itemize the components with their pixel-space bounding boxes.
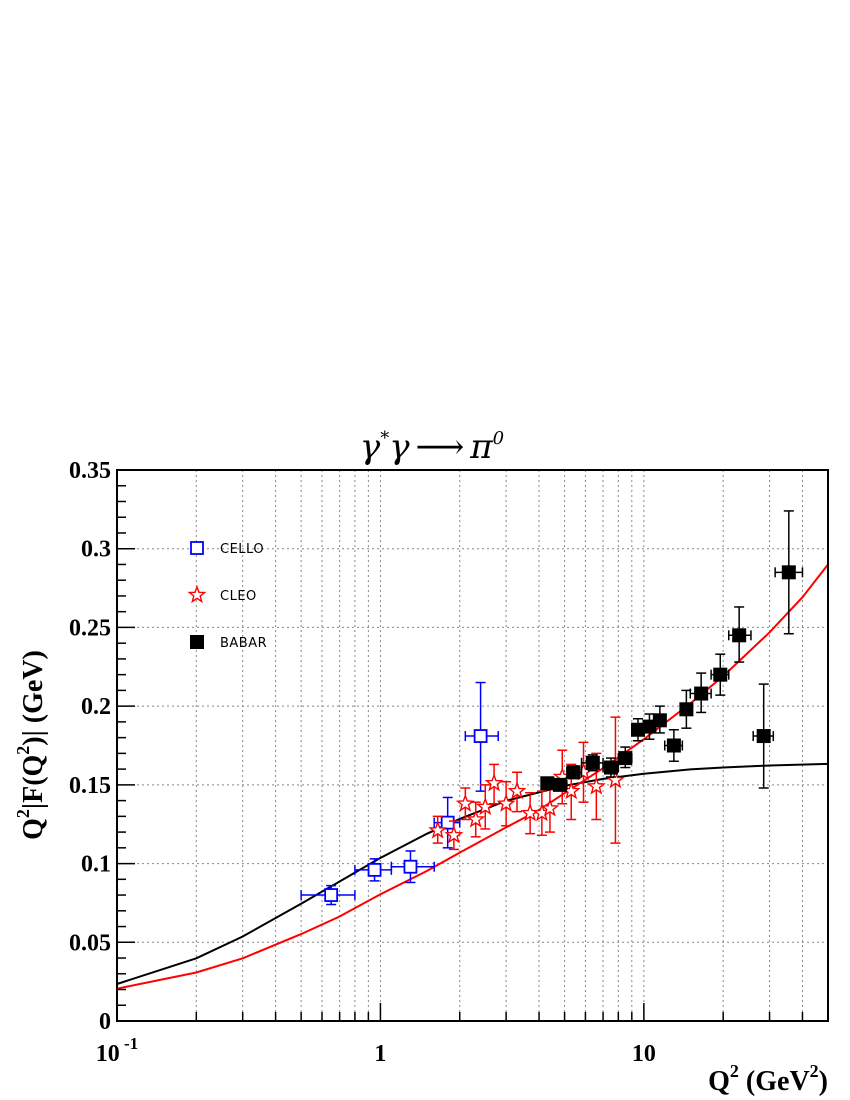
babar-point xyxy=(652,713,667,728)
y-tick-label: 0.25 xyxy=(69,615,111,641)
theory-curve-1 xyxy=(116,762,829,985)
cleo-point xyxy=(466,809,486,828)
y-tick-label: 0.15 xyxy=(69,773,111,799)
babar-point xyxy=(694,686,709,701)
y-axis-label: Q2|F(Q2)| (GeV) xyxy=(13,650,49,840)
x-tick-label: 1 xyxy=(374,1041,386,1067)
y-tick-label: 0.35 xyxy=(69,458,111,484)
y-tick-label: 0.2 xyxy=(81,694,111,720)
babar-point xyxy=(679,702,694,717)
chart-title: γ*γ ⟶ π0 xyxy=(360,427,504,467)
legend-label-cleo: CLEO xyxy=(220,589,257,604)
babar-point xyxy=(756,729,771,744)
cleo-point xyxy=(586,776,606,795)
curves xyxy=(116,563,829,990)
babar-point xyxy=(603,760,618,775)
legend-marker-babar xyxy=(190,635,204,649)
y-tick-label: 0.05 xyxy=(69,930,111,956)
x-tick-label: 10 -1 xyxy=(96,1034,138,1067)
babar-point xyxy=(585,755,600,770)
cleo-point xyxy=(444,825,464,844)
legend-marker-cello xyxy=(190,541,204,555)
x-tick-labels: 10 -1 1 10 xyxy=(96,1034,656,1067)
y-tick-label: 0 xyxy=(99,1009,111,1035)
babar-point xyxy=(732,628,747,643)
cleo-point xyxy=(428,820,448,839)
cello-point xyxy=(403,859,418,874)
x-tick-label: 10 xyxy=(632,1041,656,1067)
babar-point xyxy=(713,667,728,682)
babar-point xyxy=(618,751,633,766)
x-axis-label: Q2 (GeV2) xyxy=(708,1061,828,1097)
cleo-point xyxy=(455,793,475,812)
cello-point xyxy=(473,729,488,743)
babar-point xyxy=(666,738,681,753)
legend-marker-cleo xyxy=(187,585,207,604)
cello-point xyxy=(324,888,339,902)
ticks xyxy=(116,469,829,1022)
babar-point xyxy=(566,765,581,780)
y-tick-labels: 0 0.05 0.1 0.15 0.2 0.25 0.3 0.35 xyxy=(69,458,111,1035)
theory-curve-2 xyxy=(116,563,829,990)
cleo-point xyxy=(507,781,527,800)
cleo-point xyxy=(540,798,560,817)
grid xyxy=(116,470,829,1021)
y-tick-label: 0.3 xyxy=(81,537,111,563)
babar-point xyxy=(552,777,567,792)
markers xyxy=(300,510,804,906)
y-tick-label: 0.1 xyxy=(81,852,111,878)
plot-frame xyxy=(116,469,829,1022)
legend-label-cello: CELLO xyxy=(220,542,264,557)
cleo-point xyxy=(484,773,504,792)
cello-point xyxy=(367,862,382,877)
cleo-point xyxy=(496,793,516,812)
legend: CELLO CLEO BABAR xyxy=(187,541,267,651)
babar-point xyxy=(781,565,796,580)
legend-label-babar: BABAR xyxy=(220,636,267,651)
cello-point xyxy=(440,815,455,830)
